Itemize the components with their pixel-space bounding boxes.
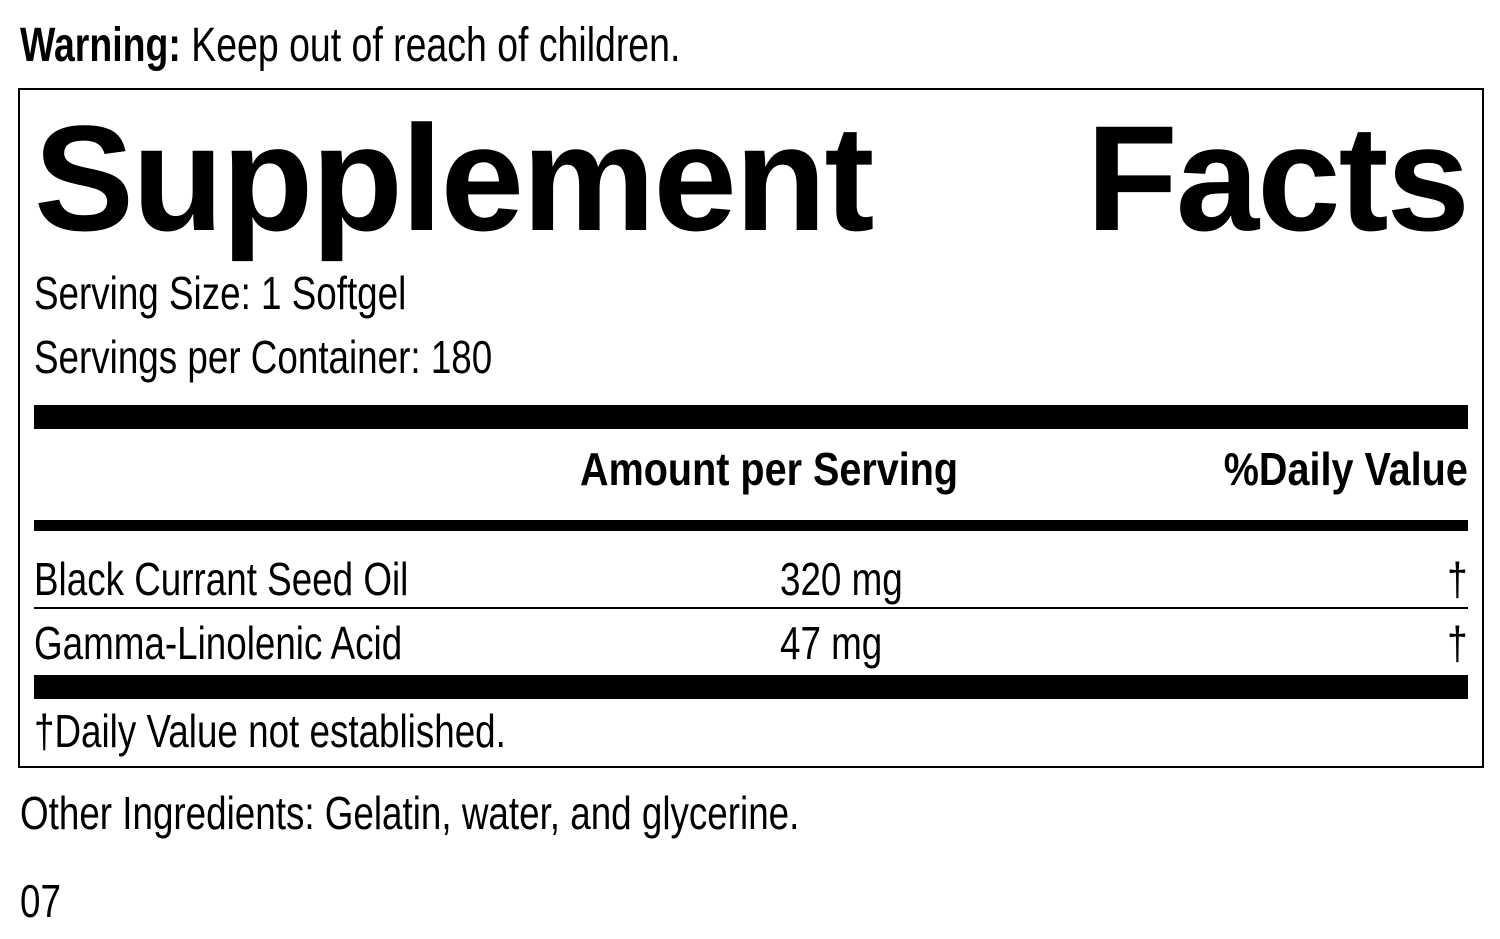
code: 07 — [20, 875, 61, 927]
thin-divider — [34, 607, 1468, 609]
row-dv: † — [1447, 553, 1468, 605]
other-ingredients: Other Ingredients: Gelatin, water, and g… — [20, 787, 800, 839]
serving-size: Serving Size: 1 Softgel — [34, 267, 407, 319]
amount-header: Amount per Serving — [580, 443, 959, 495]
thick-divider — [34, 675, 1468, 699]
medium-divider — [34, 520, 1468, 531]
row-name: Gamma-Linolenic Acid — [34, 617, 403, 669]
warning-label: Warning: — [20, 19, 181, 72]
warning-text: Keep out of reach of children. — [180, 19, 681, 72]
row-amount: 47 mg — [780, 617, 883, 669]
supplement-facts-panel: Supplement Facts Serving Size: 1 Softgel… — [18, 88, 1484, 768]
warning: Warning: Keep out of reach of children. — [20, 18, 680, 73]
footnote: †Daily Value not established. — [34, 705, 506, 757]
title-facts: Facts — [1086, 94, 1470, 262]
row-dv: † — [1447, 617, 1468, 669]
servings-per-container: Servings per Container: 180 — [34, 331, 493, 383]
title-supplement: Supplement — [34, 94, 874, 262]
dv-header: %Daily Value — [1223, 443, 1468, 495]
row-amount: 320 mg — [780, 553, 903, 605]
thick-divider — [34, 405, 1468, 429]
row-name: Black Currant Seed Oil — [34, 553, 409, 605]
